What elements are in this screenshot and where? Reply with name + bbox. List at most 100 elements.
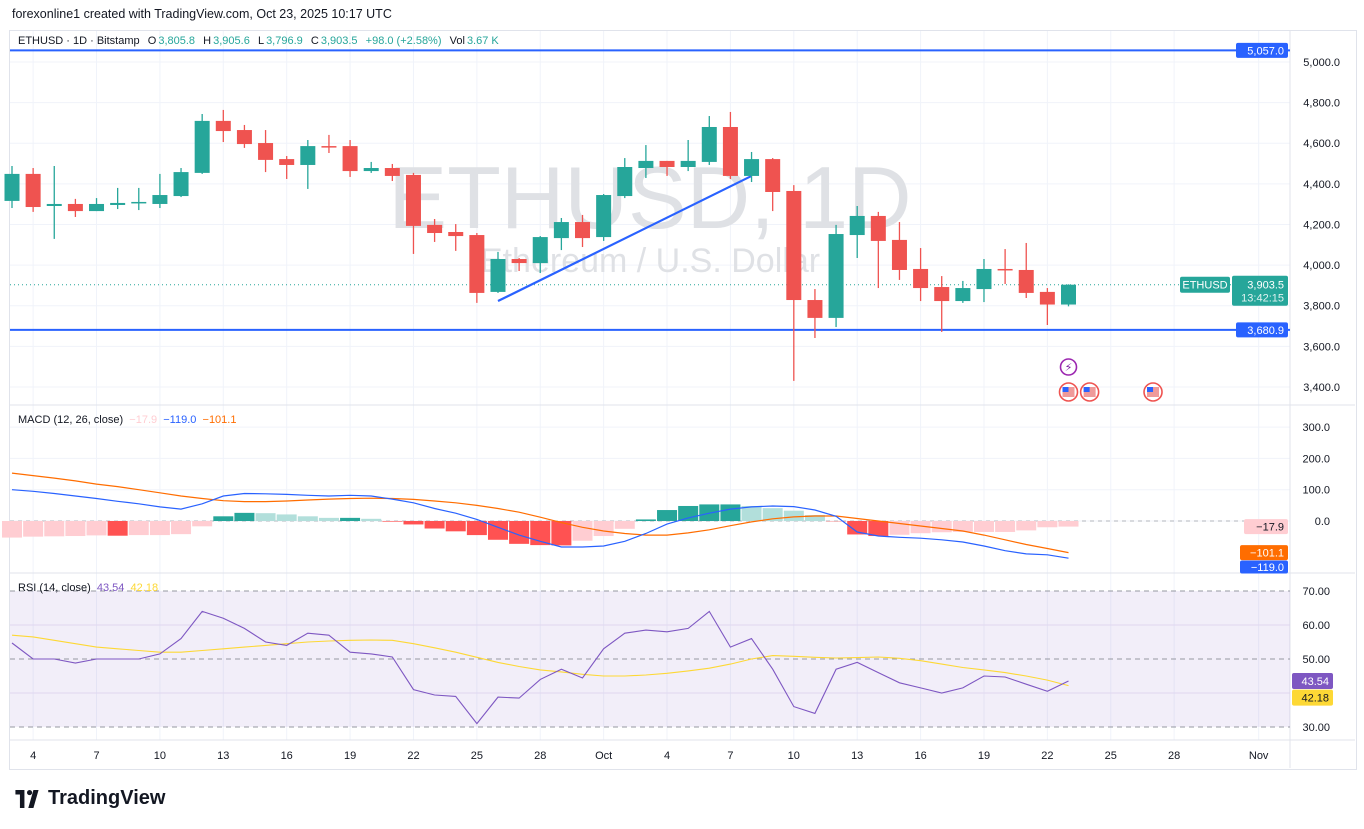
candle-body[interactable] [575, 222, 591, 239]
candle-body[interactable] [913, 268, 929, 289]
candle-body[interactable] [849, 215, 865, 236]
candle-body[interactable] [807, 300, 823, 318]
macd-histogram-bar [783, 510, 804, 521]
macd-histogram-bar [741, 505, 762, 521]
macd-histogram-bar [361, 518, 382, 521]
macd-histogram-bar [234, 512, 255, 521]
macd-histogram-bar [2, 521, 22, 538]
candle-body[interactable] [722, 126, 738, 176]
macd-histogram-bar [424, 521, 445, 529]
macd-histogram-bar [128, 521, 149, 536]
macd-axis-label: 200.0 [1302, 453, 1330, 465]
rsi-price-label: 43.54 [1301, 676, 1329, 688]
candle-body[interactable] [279, 159, 295, 165]
macd-histogram-bar [276, 514, 297, 521]
rsi-legend: RSI (14, close) 43.54 42.18 [18, 582, 158, 594]
candle-body[interactable] [490, 259, 506, 292]
candle-body[interactable] [997, 268, 1013, 271]
macd-signal-price-label: −101.1 [1250, 548, 1284, 560]
candle-body[interactable] [194, 120, 210, 173]
macd-histogram-bar [171, 521, 192, 535]
candle-body[interactable] [215, 120, 231, 132]
candle-body[interactable] [110, 202, 126, 205]
candle-body[interactable] [786, 190, 802, 301]
price-axis-label: 3,400.0 [1303, 382, 1340, 394]
macd-histogram-bar [192, 521, 213, 527]
price-axis-label: 3,800.0 [1303, 301, 1340, 313]
candle-body[interactable] [405, 174, 421, 226]
candle-body[interactable] [152, 195, 168, 204]
candle-body[interactable] [300, 146, 316, 165]
candle-body[interactable] [342, 146, 358, 172]
macd-hist-price-label-bg [1244, 519, 1288, 535]
macd-histogram-bar [847, 521, 868, 535]
macd-histogram-bar [86, 521, 107, 536]
high-value: 3,905.6 [213, 35, 250, 47]
macd-hist-price-label: −17.9 [1256, 522, 1284, 534]
rsi-axis-label: 60.00 [1302, 620, 1330, 632]
candle-body[interactable] [363, 168, 379, 172]
trend-line[interactable] [497, 174, 753, 303]
time-axis-label: 10 [154, 750, 166, 762]
candle-body[interactable] [701, 126, 717, 162]
macd-histogram-bar [1016, 521, 1037, 531]
macd-histogram-bar [403, 521, 424, 525]
rsi-axis-label: 70.00 [1302, 586, 1330, 598]
candle-body[interactable] [236, 130, 252, 145]
rsi-price-label-bg [1292, 672, 1333, 689]
candle-body[interactable] [976, 268, 992, 290]
candle-body[interactable] [46, 203, 62, 206]
rsi-axis-label: 50.00 [1302, 654, 1330, 666]
candle-body[interactable] [765, 159, 781, 192]
candle-body[interactable] [25, 173, 41, 208]
candle-body[interactable] [617, 167, 633, 197]
candle-body[interactable] [67, 203, 83, 212]
lightning-glyph: ⚡ [1065, 362, 1073, 374]
candle-body[interactable] [448, 231, 464, 237]
time-axis-label: 25 [471, 750, 483, 762]
candle-body[interactable] [258, 143, 274, 160]
candle-body[interactable] [744, 159, 760, 176]
macd-line-price-label: −119.0 [1251, 562, 1284, 574]
price-axis-label: 4,800.0 [1303, 98, 1340, 110]
candle-body[interactable] [427, 224, 443, 234]
tradingview-logo[interactable]: TradingView [12, 787, 165, 810]
time-axis-label: 7 [93, 750, 99, 762]
time-axis-label: 19 [344, 750, 356, 762]
candle-body[interactable] [511, 259, 527, 264]
macd-histogram-bar [635, 519, 656, 521]
macd-histogram-bar [593, 521, 614, 537]
candle-body[interactable] [955, 288, 971, 302]
candle-body[interactable] [680, 160, 696, 168]
candle-body[interactable] [870, 215, 886, 241]
candle-body[interactable] [532, 237, 548, 264]
candle-body[interactable] [934, 287, 950, 302]
candle-body[interactable] [1039, 291, 1055, 305]
candle-body[interactable] [659, 160, 675, 168]
open-value: 3,805.8 [158, 35, 196, 47]
open-label: O [147, 35, 157, 47]
candle-body[interactable] [384, 168, 400, 176]
candle-body[interactable] [469, 235, 485, 293]
candle-body[interactable] [891, 239, 907, 270]
candle-body[interactable] [1018, 269, 1034, 293]
candle-body[interactable] [89, 203, 105, 212]
rsi-ma-value: 42.18 [130, 582, 159, 594]
candle-body[interactable] [131, 201, 147, 204]
rsi-ma-line [11, 634, 1069, 687]
rsi-axis-label: 30.00 [1302, 722, 1330, 734]
candle-body[interactable] [321, 146, 337, 148]
candle-body[interactable] [1061, 284, 1076, 305]
candle-body[interactable] [638, 160, 654, 169]
lightning-event-icon[interactable] [1059, 358, 1078, 376]
candle-body[interactable] [4, 173, 20, 201]
candle-body[interactable] [173, 172, 189, 197]
rsi-title: RSI (14, close) [18, 582, 91, 594]
candle-body[interactable] [553, 222, 569, 239]
candle-body[interactable] [828, 234, 844, 318]
candle-body[interactable] [596, 195, 612, 238]
time-axis-label: Oct [595, 750, 612, 762]
watermark-description: Ethereum / U.S. Dollar [480, 242, 820, 280]
macd-histogram-bar [65, 521, 86, 537]
